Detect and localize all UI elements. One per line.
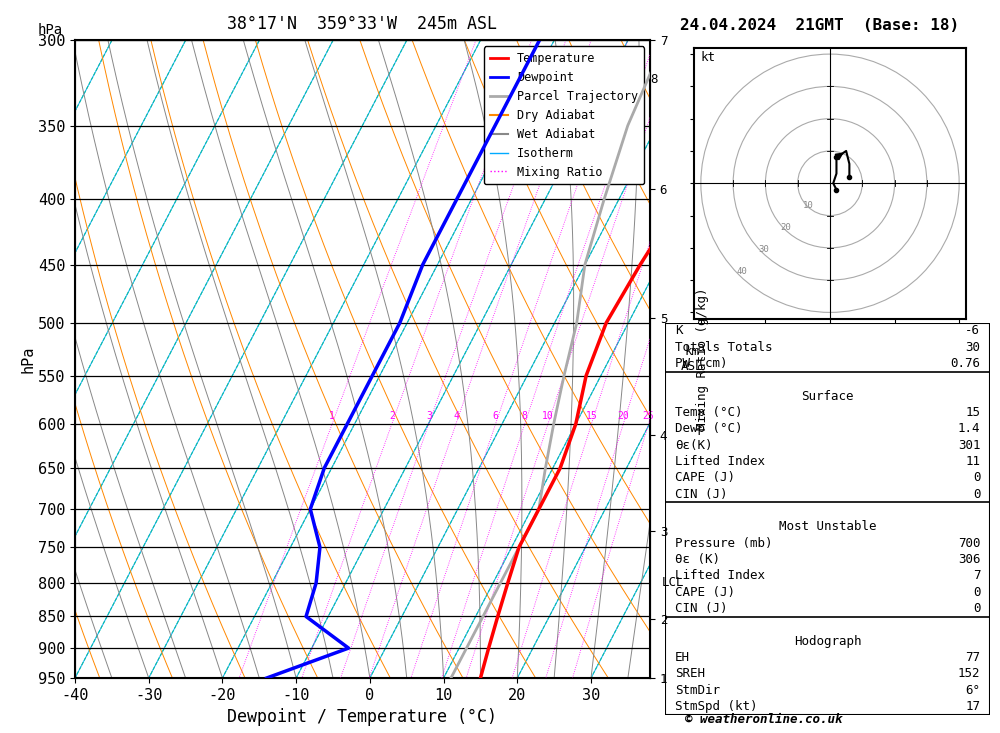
- Text: 1.4: 1.4: [958, 422, 980, 435]
- Text: 20: 20: [617, 411, 629, 421]
- Text: 7: 7: [973, 570, 980, 582]
- Text: kt: kt: [701, 51, 716, 64]
- Text: 40: 40: [737, 267, 748, 276]
- Text: Dewp (°C): Dewp (°C): [675, 422, 742, 435]
- Text: 8: 8: [650, 73, 657, 86]
- Text: 152: 152: [958, 667, 980, 680]
- Text: Lifted Index: Lifted Index: [675, 570, 765, 582]
- Text: 20: 20: [781, 223, 791, 232]
- Text: CAPE (J): CAPE (J): [675, 586, 735, 599]
- Text: Most Unstable: Most Unstable: [779, 520, 876, 534]
- Text: 10: 10: [542, 411, 554, 421]
- Text: EH: EH: [675, 651, 690, 664]
- Text: θε(K): θε(K): [675, 438, 712, 452]
- Text: StmSpd (kt): StmSpd (kt): [675, 700, 757, 713]
- Text: hPa: hPa: [38, 23, 63, 37]
- Text: 301: 301: [958, 438, 980, 452]
- Text: 306: 306: [958, 553, 980, 566]
- Text: 3: 3: [426, 411, 432, 421]
- Text: 77: 77: [965, 651, 980, 664]
- Text: 0: 0: [973, 487, 980, 501]
- Y-axis label: hPa: hPa: [20, 345, 35, 373]
- Text: -6: -6: [965, 324, 980, 337]
- Text: 6: 6: [493, 411, 499, 421]
- Text: 25: 25: [643, 411, 654, 421]
- Text: 4: 4: [453, 411, 459, 421]
- Legend: Temperature, Dewpoint, Parcel Trajectory, Dry Adiabat, Wet Adiabat, Isotherm, Mi: Temperature, Dewpoint, Parcel Trajectory…: [484, 46, 644, 185]
- Text: Hodograph: Hodograph: [794, 635, 861, 648]
- Y-axis label: km
ASL: km ASL: [681, 345, 703, 373]
- Text: 0: 0: [973, 471, 980, 485]
- Text: Pressure (mb): Pressure (mb): [675, 537, 772, 550]
- Text: StmDir: StmDir: [675, 684, 720, 696]
- Text: Temp (°C): Temp (°C): [675, 406, 742, 419]
- Text: 8: 8: [522, 411, 528, 421]
- Text: 30: 30: [759, 245, 770, 254]
- Text: 0.76: 0.76: [950, 357, 980, 370]
- Text: 0: 0: [973, 602, 980, 615]
- Text: 24.04.2024  21GMT  (Base: 18): 24.04.2024 21GMT (Base: 18): [680, 18, 959, 33]
- Title: 38°17'N  359°33'W  245m ASL: 38°17'N 359°33'W 245m ASL: [227, 15, 497, 33]
- Text: θε (K): θε (K): [675, 553, 720, 566]
- Text: CIN (J): CIN (J): [675, 487, 727, 501]
- Text: K: K: [675, 324, 682, 337]
- Text: 30: 30: [965, 341, 980, 353]
- Text: 10: 10: [803, 201, 813, 210]
- Text: 0: 0: [973, 586, 980, 599]
- Text: Mixing Ratio (g/kg): Mixing Ratio (g/kg): [696, 288, 709, 430]
- Text: 11: 11: [965, 455, 980, 468]
- Text: Totals Totals: Totals Totals: [675, 341, 772, 353]
- X-axis label: Dewpoint / Temperature (°C): Dewpoint / Temperature (°C): [227, 708, 497, 726]
- Text: SREH: SREH: [675, 667, 705, 680]
- Text: Surface: Surface: [801, 389, 854, 402]
- Text: 15: 15: [586, 411, 597, 421]
- Text: 15: 15: [965, 406, 980, 419]
- Text: © weatheronline.co.uk: © weatheronline.co.uk: [685, 712, 842, 726]
- Text: Lifted Index: Lifted Index: [675, 455, 765, 468]
- Text: CAPE (J): CAPE (J): [675, 471, 735, 485]
- Text: 6°: 6°: [965, 684, 980, 696]
- Text: 1: 1: [329, 411, 335, 421]
- Text: PW (cm): PW (cm): [675, 357, 727, 370]
- Text: LCL: LCL: [661, 576, 684, 589]
- Text: 2: 2: [389, 411, 395, 421]
- Text: 700: 700: [958, 537, 980, 550]
- Text: CIN (J): CIN (J): [675, 602, 727, 615]
- Text: 17: 17: [965, 700, 980, 713]
